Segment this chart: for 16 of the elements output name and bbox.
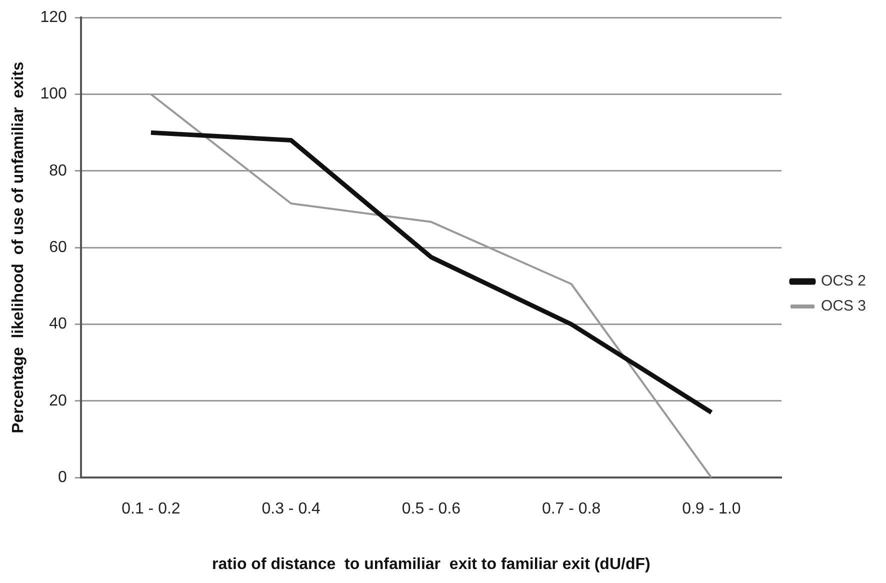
x-tick-label: 0.5 - 0.6 — [402, 500, 461, 518]
x-tick-label: 0.7 - 0.8 — [542, 500, 601, 518]
x-axis-title: ratio of distance to unfamiliar exit to familiar exit (dU/dF) — [212, 556, 650, 573]
y-tick-label: 0 — [58, 469, 67, 486]
y-tick-label: 20 — [49, 392, 67, 410]
legend-label: OCS 3 — [820, 298, 866, 315]
y-tick-label: 80 — [49, 162, 67, 180]
legend-label: OCS 2 — [820, 272, 866, 290]
x-tick-label: 0.9 - 1.0 — [682, 500, 741, 518]
y-tick-label: 60 — [49, 239, 67, 256]
x-tick-label: 0.1 - 0.2 — [122, 500, 180, 518]
y-tick-label: 120 — [40, 9, 67, 26]
y-axis-title: Percentage likelihood of use of unfamiliar exits — [10, 62, 28, 434]
y-tick-label: 40 — [49, 316, 67, 333]
y-tick-label: 100 — [40, 86, 67, 103]
x-tick-label: 0.3 - 0.4 — [262, 500, 321, 518]
